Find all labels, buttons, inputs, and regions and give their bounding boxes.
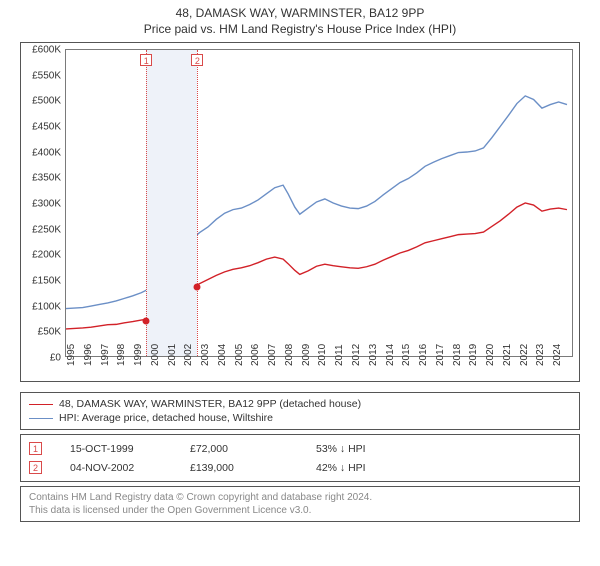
y-tick-label: £150K: [21, 276, 61, 287]
plot-area: 12: [65, 49, 573, 357]
sale-price: £72,000: [190, 443, 310, 455]
sale-marker-label: 1: [140, 54, 152, 66]
sale-marker-dot: [143, 318, 150, 325]
series-line-property: [66, 203, 567, 329]
sale-hpi-delta: 53% ↓ HPI: [316, 443, 571, 455]
chart-title-line1: 48, DAMASK WAY, WARMINSTER, BA12 9PP: [0, 6, 600, 20]
legend-swatch: [29, 404, 53, 405]
legend-label: 48, DAMASK WAY, WARMINSTER, BA12 9PP (de…: [59, 398, 361, 410]
sale-row: 1 15-OCT-1999 £72,000 53% ↓ HPI: [27, 439, 573, 458]
sale-marker-label: 2: [191, 54, 203, 66]
y-tick-label: £550K: [21, 70, 61, 81]
y-tick-label: £300K: [21, 199, 61, 210]
sale-date: 04-NOV-2002: [48, 462, 184, 474]
y-tick-label: £600K: [21, 45, 61, 56]
sale-date: 15-OCT-1999: [48, 443, 184, 455]
sales-table: 1 15-OCT-1999 £72,000 53% ↓ HPI 2 04-NOV-2002…: [20, 434, 580, 482]
chart-lines-svg: [66, 50, 572, 356]
legend-item: HPI: Average price, detached house, Wilt…: [29, 411, 571, 425]
y-tick-label: £250K: [21, 224, 61, 235]
sale-hpi-delta: 42% ↓ HPI: [316, 462, 571, 474]
y-tick-label: £450K: [21, 122, 61, 133]
sale-price: £139,000: [190, 462, 310, 474]
sale-marker-line: [146, 50, 147, 356]
legend-box: 48, DAMASK WAY, WARMINSTER, BA12 9PP (de…: [20, 392, 580, 430]
sale-row: 2 04-NOV-2002 £139,000 42% ↓ HPI: [27, 458, 573, 477]
y-tick-label: £500K: [21, 96, 61, 107]
y-tick-label: £400K: [21, 147, 61, 158]
attribution-line1: Contains HM Land Registry data © Crown c…: [29, 491, 571, 504]
y-tick-label: £100K: [21, 301, 61, 312]
legend-swatch: [29, 418, 53, 419]
sale-marker-dot: [194, 283, 201, 290]
attribution-box: Contains HM Land Registry data © Crown c…: [20, 486, 580, 522]
chart-container: 12 £0£50K£100K£150K£200K£250K£300K£350K£…: [20, 42, 580, 382]
sale-marker-line: [197, 50, 198, 356]
series-line-hpi: [66, 96, 567, 309]
chart-title-line2: Price paid vs. HM Land Registry's House …: [0, 22, 600, 36]
sale-range-band: [146, 50, 197, 356]
legend-item: 48, DAMASK WAY, WARMINSTER, BA12 9PP (de…: [29, 397, 571, 411]
x-tick-label: 2024: [552, 346, 574, 366]
y-tick-label: £0: [21, 353, 61, 364]
y-tick-label: £50K: [21, 327, 61, 338]
sale-index-badge: 1: [29, 442, 42, 455]
sale-index-badge: 2: [29, 461, 42, 474]
legend-label: HPI: Average price, detached house, Wilt…: [59, 412, 273, 424]
attribution-line2: This data is licensed under the Open Gov…: [29, 504, 571, 517]
y-tick-label: £350K: [21, 173, 61, 184]
y-tick-label: £200K: [21, 250, 61, 261]
